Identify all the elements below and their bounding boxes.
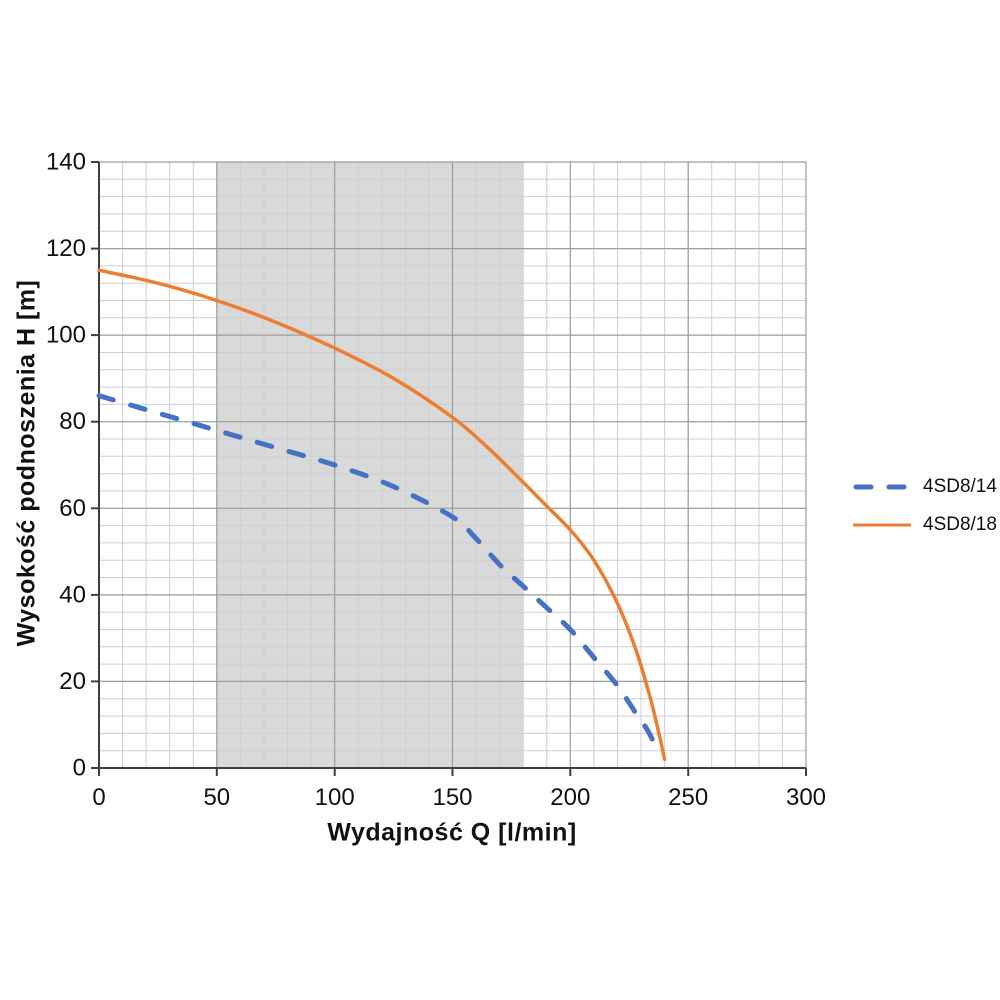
major-gridlines	[99, 161, 807, 768]
y-tick-label: 20	[59, 668, 86, 695]
y-tick-label: 100	[46, 322, 86, 349]
y-tick-label: 120	[46, 235, 86, 262]
y-tick-label: 40	[59, 581, 86, 608]
y-tick-label: 0	[73, 755, 86, 782]
y-axis-title: Wysokość podnoszenia H [m]	[12, 279, 41, 647]
y-tick-label: 60	[59, 495, 86, 522]
y-tick-label: 140	[46, 149, 86, 176]
axis-tick-marks	[91, 161, 807, 776]
legend-label: 4SD8/18	[923, 514, 997, 535]
solid-line-swatch-icon	[853, 523, 911, 527]
x-tick-label: 200	[550, 784, 590, 811]
legend-item-4sd8-14: 4SD8/14	[853, 475, 997, 499]
x-axis-title: Wydajność Q [l/min]	[327, 818, 577, 847]
legend: 4SD8/14 4SD8/18	[853, 475, 997, 537]
x-tick-label: 100	[315, 784, 355, 811]
series-curve-4sd8-18	[97, 268, 667, 762]
legend-item-4sd8-18: 4SD8/18	[853, 513, 997, 537]
x-tick-label: 50	[203, 784, 230, 811]
legend-label: 4SD8/14	[923, 476, 997, 497]
shaded-operating-band	[216, 162, 524, 768]
tick-labels: 0 50 100 150 200 250 300 0 20 40 60 80 100 120 140	[46, 149, 826, 812]
y-tick-label: 80	[59, 408, 86, 435]
x-tick-label: 0	[92, 784, 105, 811]
series-curve-4sd8-14	[96, 393, 660, 754]
x-tick-label: 150	[432, 784, 472, 811]
x-tick-label: 300	[786, 784, 826, 811]
x-tick-label: 250	[668, 784, 708, 811]
dashed-line-swatch-icon	[853, 484, 911, 490]
